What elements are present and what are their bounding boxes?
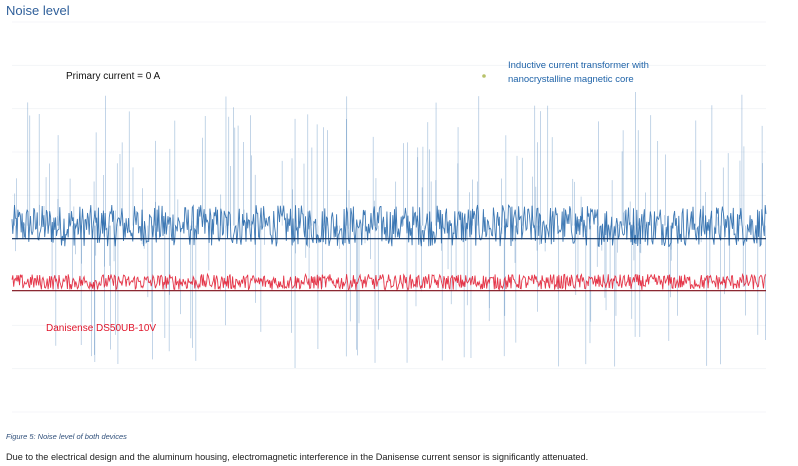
annotation-inductive-line2: nanocrystalline magnetic core: [508, 74, 634, 85]
annotation-danisense: Danisense DS50UB-10V: [46, 323, 156, 334]
series-noise-trace: [11, 272, 767, 291]
chart-marks: [12, 74, 766, 292]
annotation-inductive-line1: Inductive current transformer with: [508, 60, 649, 71]
series-noise-trace: [11, 204, 767, 248]
plot-area: [11, 92, 767, 369]
body-paragraph: Due to the electrical design and the alu…: [6, 452, 589, 462]
series-danisense: [11, 272, 767, 291]
annotation-marker: [482, 74, 486, 78]
page-title: Noise level: [6, 3, 70, 18]
noise-level-chart: Primary current = 0 A Inductive current …: [11, 21, 767, 413]
annotation-primary-current: Primary current = 0 A: [66, 71, 161, 82]
figure-caption: Figure 5: Noise level of both devices: [6, 432, 127, 441]
